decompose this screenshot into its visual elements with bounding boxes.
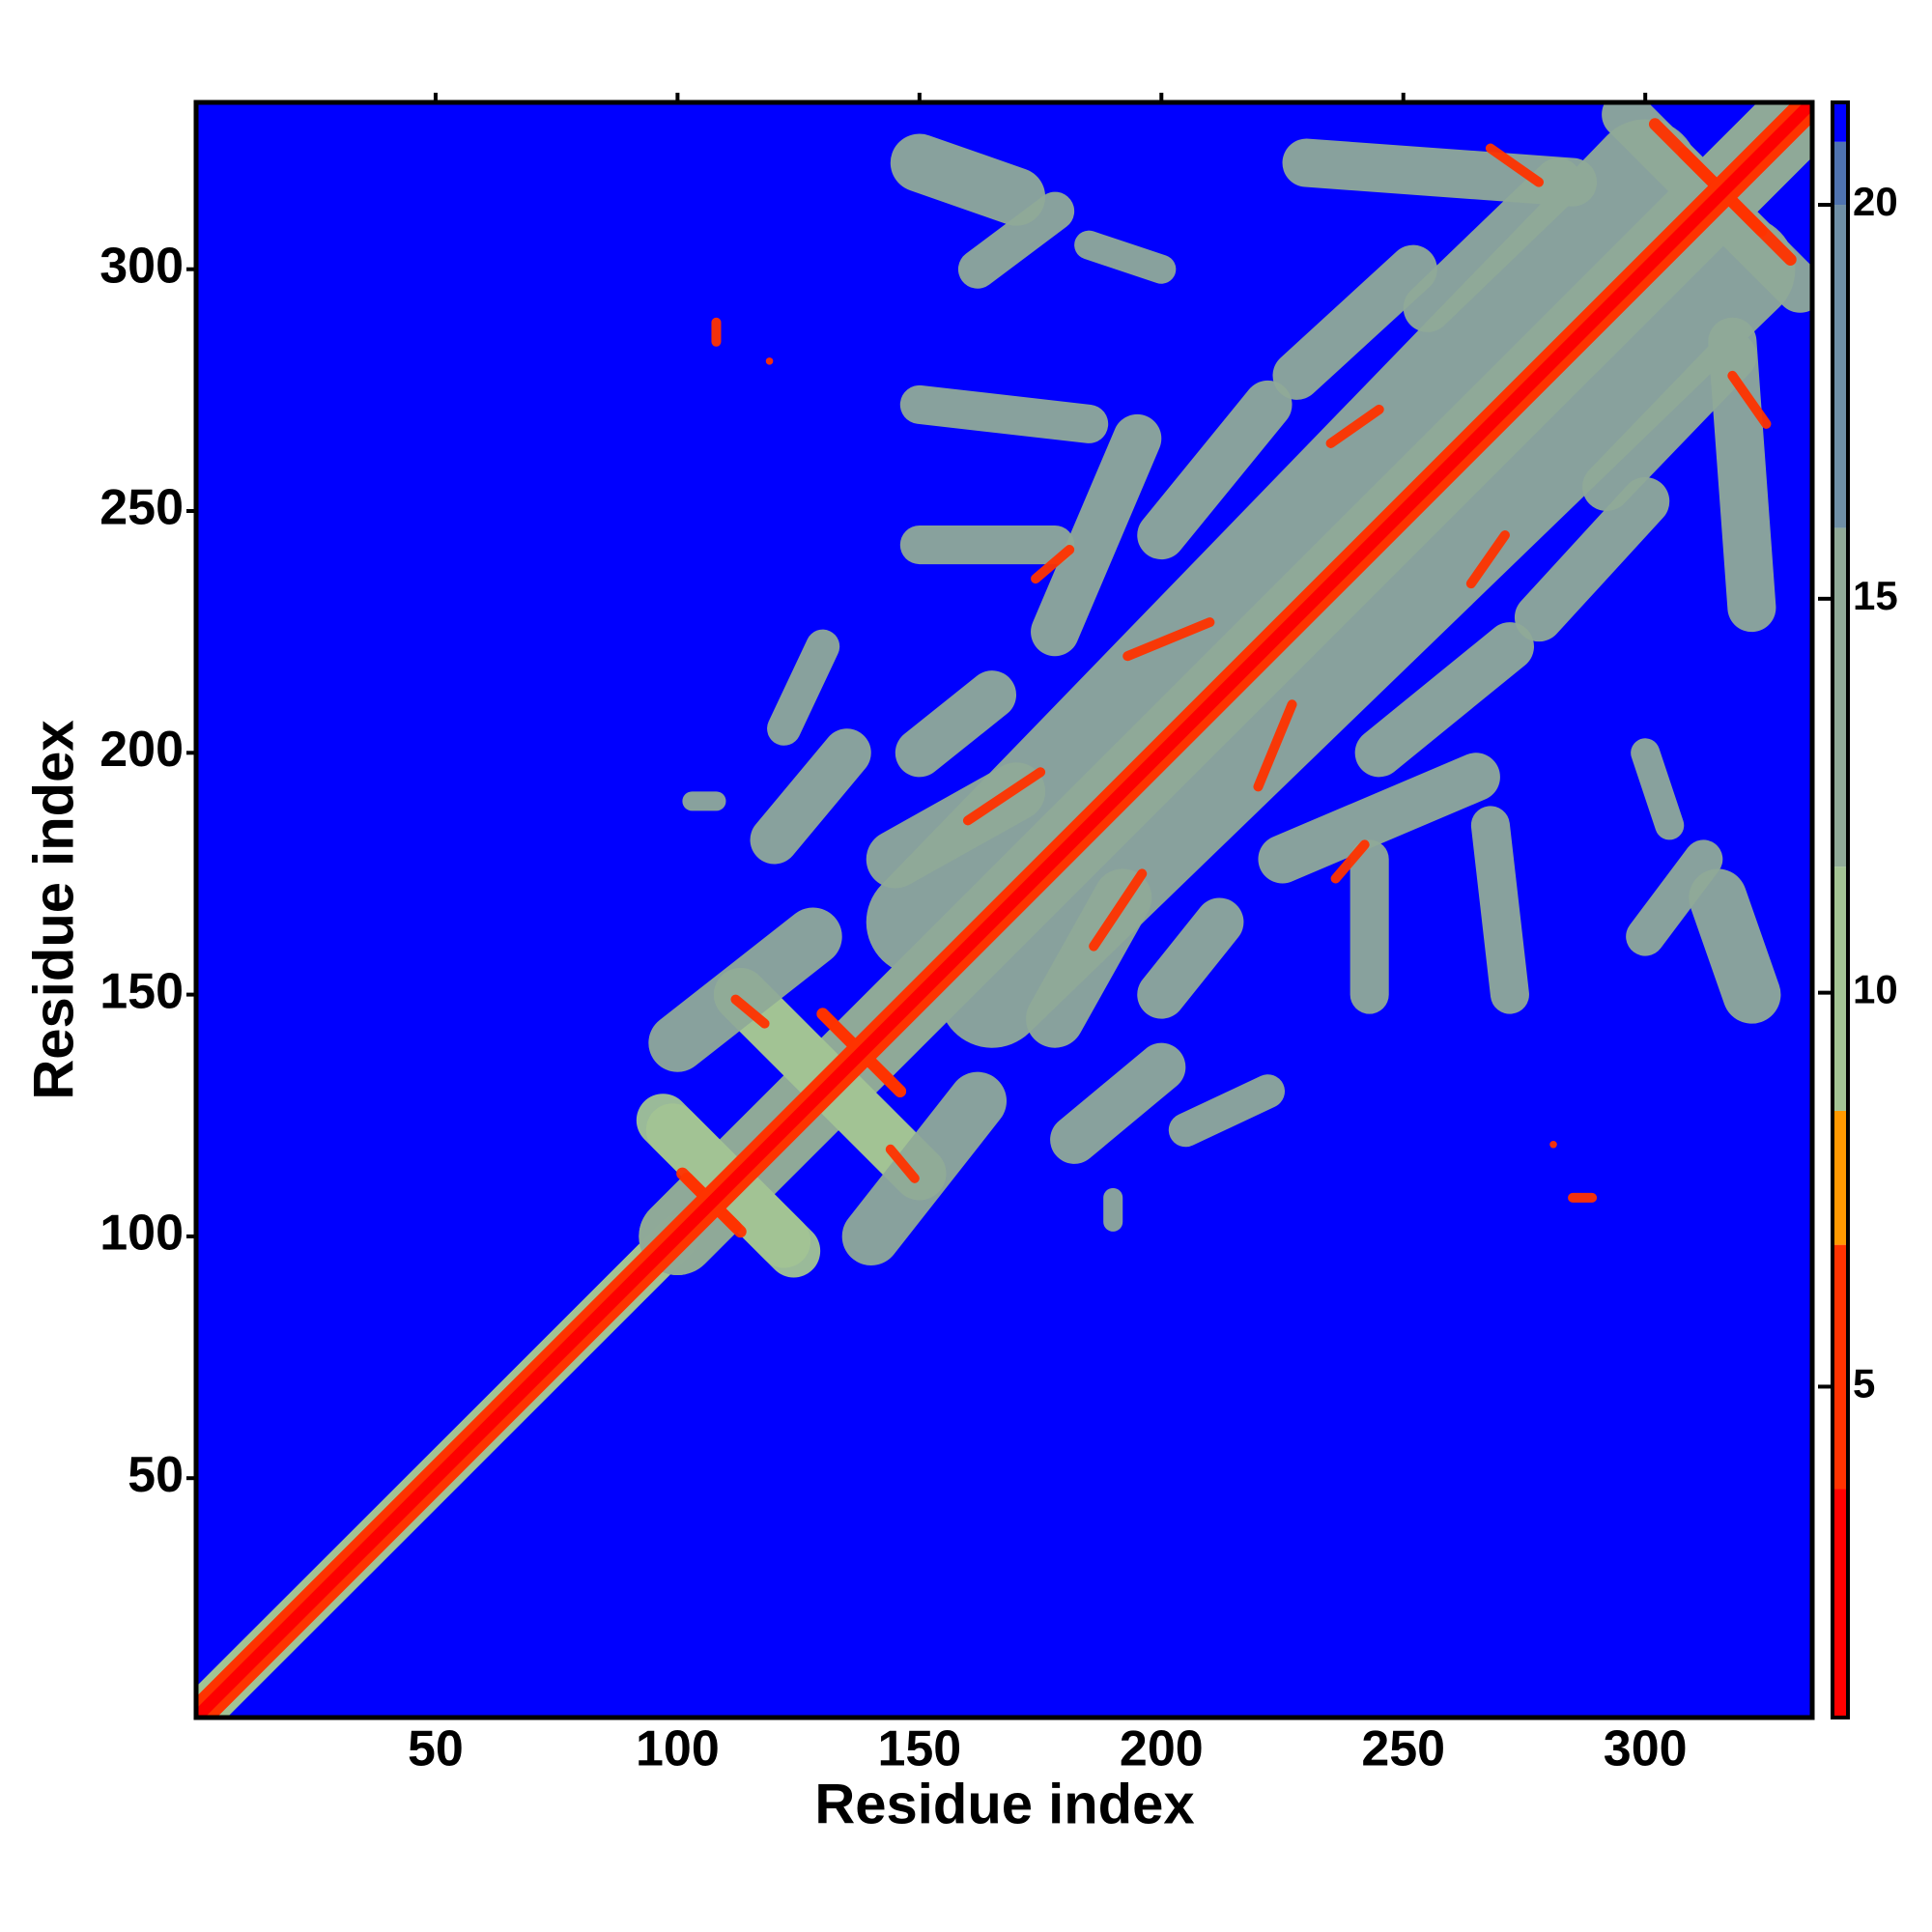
colorbar-segment [1833, 1489, 1848, 1718]
x-tick-label: 200 [1120, 1721, 1204, 1777]
colorbar-segment [1833, 867, 1848, 1111]
colorbar-segment [1833, 141, 1848, 206]
colorbar-tick-label: 20 [1853, 179, 1898, 224]
contact-region [1122, 617, 1215, 662]
y-tick-label: 300 [99, 238, 184, 294]
contact-region-mirror [1631, 119, 1812, 313]
contact-region [890, 133, 1046, 226]
contact-region [1137, 380, 1293, 560]
contact-region-mirror [841, 1071, 1008, 1265]
contact-region [1325, 404, 1384, 448]
colorbar-tick-label: 15 [1853, 573, 1898, 618]
contact-region [1031, 545, 1075, 584]
colorbar-segment [1833, 1244, 1848, 1490]
contact-region [957, 191, 1075, 289]
colorbar-segment [1833, 205, 1848, 528]
heatmap [196, 102, 1812, 1718]
colorbar-segment [1833, 102, 1848, 142]
x-tick-label: 250 [1361, 1721, 1445, 1777]
contact-region [1031, 413, 1162, 657]
y-tick-label: 100 [99, 1206, 184, 1262]
colorbar: 5 10 15 20 [1818, 100, 1898, 1719]
contact-region-mirror [1050, 1042, 1186, 1164]
contact-region-mirror [1514, 476, 1670, 642]
colorbar-frame [1831, 100, 1850, 1719]
contact-region-mirror [1168, 1074, 1286, 1148]
y-tick-label: 250 [99, 480, 184, 536]
contact-region [1485, 143, 1545, 187]
contact-region-mirror [1465, 530, 1510, 589]
contact-region [648, 907, 842, 1072]
y-tick-label: 200 [99, 722, 184, 778]
contact-region [962, 767, 1046, 826]
contact-region [1403, 157, 1583, 332]
contact-region-mirror [1631, 738, 1685, 840]
contact-region-mirror [1330, 839, 1370, 884]
x-tick-label: 150 [877, 1721, 961, 1777]
contact-region-mirror [1626, 839, 1723, 956]
contact-region-mirror [1137, 897, 1244, 1019]
y-tick-label: 150 [99, 963, 184, 1019]
contact-region [899, 384, 1109, 443]
contact-region-mirror [1582, 331, 1757, 512]
contact-region-mirror [1258, 753, 1500, 884]
contact-region-mirror [1470, 806, 1529, 1014]
contact-region-mirror [196, 102, 1812, 1718]
contact-region [1074, 230, 1177, 284]
colorbar-segment [1833, 1110, 1848, 1245]
contact-region-mirror [1689, 868, 1781, 1024]
plot-frame [193, 99, 1815, 1720]
x-tick-label: 300 [1604, 1721, 1688, 1777]
contact-region [895, 670, 1017, 778]
x-tick-label: 100 [636, 1721, 720, 1777]
colorbar-tick-label: 5 [1853, 1361, 1875, 1406]
contact-region-mirror [1089, 868, 1148, 952]
x-tick-label: 50 [408, 1721, 464, 1777]
contact-region [767, 629, 840, 746]
colorbar-segment [1833, 527, 1848, 867]
colorbar-tick-label: 10 [1853, 967, 1898, 1012]
contact-region [1272, 244, 1437, 400]
contact-region-mirror [1678, 147, 1797, 266]
y-tick-label: 50 [128, 1447, 184, 1503]
contact-region-mirror [885, 1144, 920, 1183]
x-axis-title: Residue index [814, 1773, 1194, 1835]
contact-region [750, 728, 871, 865]
contact-region-mirror [1253, 699, 1297, 792]
contact-region [730, 994, 770, 1029]
contact-region-mirror [1727, 370, 1772, 429]
y-axis-title: Residue index [22, 720, 85, 1099]
contact-region-mirror [1354, 622, 1534, 778]
